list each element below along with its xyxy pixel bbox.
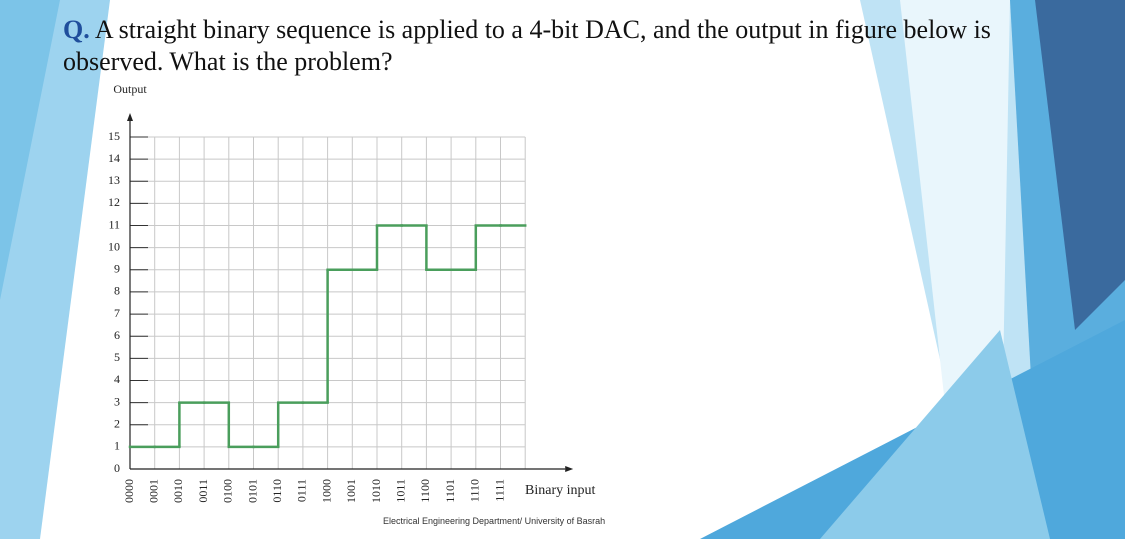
x-tick-label: 0101 <box>245 479 259 503</box>
x-tick-label: 1000 <box>319 479 333 503</box>
question-label: Q. <box>63 15 90 44</box>
y-tick-label: 11 <box>108 217 120 231</box>
chart-background <box>100 80 620 510</box>
y-tick-label: 0 <box>114 461 120 475</box>
y-tick-label: 2 <box>114 416 120 430</box>
y-tick-label: 6 <box>114 328 120 342</box>
x-tick-label: 1100 <box>418 479 432 503</box>
y-tick-label: 9 <box>114 262 120 276</box>
x-axis-label: Binary input <box>525 483 595 498</box>
y-tick-label: 12 <box>108 195 120 209</box>
bottom-right-light <box>820 330 1050 539</box>
y-tick-label: 1 <box>114 439 120 453</box>
x-tick-label: 1001 <box>344 479 358 503</box>
x-tick-label: 0110 <box>270 479 284 503</box>
x-tick-label: 1101 <box>443 479 457 503</box>
y-axis-label: Output <box>113 82 147 96</box>
x-tick-label: 1011 <box>393 479 407 503</box>
x-tick-label: 1111 <box>492 479 506 502</box>
x-tick-label: 0011 <box>196 479 210 503</box>
y-axis-arrow <box>127 113 133 121</box>
y-tick-label: 8 <box>114 284 120 298</box>
x-tick-label: 0001 <box>146 479 160 503</box>
x-tick-label: 1110 <box>468 479 482 502</box>
x-axis-arrow <box>565 466 574 472</box>
x-tick-label: 0111 <box>295 479 309 502</box>
question: Q. A straight binary sequence is applied… <box>63 14 1023 78</box>
y-tick-label: 3 <box>114 394 120 408</box>
footer: Electrical Engineering Department/ Unive… <box>383 516 606 526</box>
y-tick-label: 15 <box>108 129 120 143</box>
x-tick-label: 1010 <box>369 479 383 503</box>
y-tick-label: 14 <box>108 151 120 165</box>
left-band-dark <box>0 0 60 300</box>
x-tick-label: 0000 <box>122 479 136 503</box>
right-band-dark <box>1035 0 1125 330</box>
y-tick-label: 7 <box>114 306 120 320</box>
y-tick-label: 5 <box>114 350 120 364</box>
y-tick-label: 13 <box>108 173 120 187</box>
y-tick-label: 10 <box>108 239 120 253</box>
y-tick-label: 4 <box>114 372 120 386</box>
x-tick-label: 0010 <box>171 479 185 503</box>
question-text: A straight binary sequence is applied to… <box>63 15 991 76</box>
x-tick-label: 0100 <box>221 479 235 503</box>
